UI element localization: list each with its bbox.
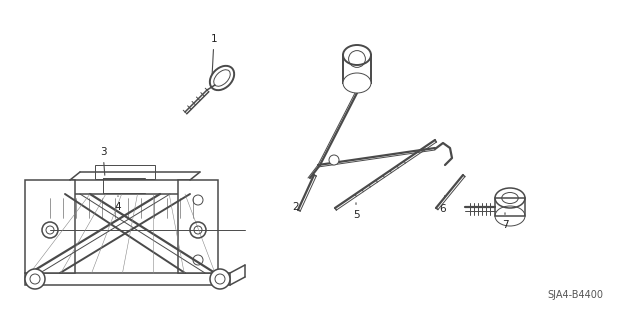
Bar	[495, 198, 525, 216]
Text: 3: 3	[100, 147, 106, 175]
Bar	[70, 180, 190, 194]
Circle shape	[329, 155, 339, 165]
Text: 5: 5	[353, 203, 359, 220]
Text: 1: 1	[211, 34, 218, 74]
Text: 2: 2	[292, 197, 304, 212]
Text: 4: 4	[115, 196, 122, 212]
Ellipse shape	[343, 73, 371, 93]
Text: SJA4-B4400: SJA4-B4400	[547, 290, 603, 300]
Circle shape	[25, 269, 45, 289]
Bar	[178, 180, 218, 273]
Bar	[95, 165, 155, 179]
Bar	[343, 55, 371, 83]
Circle shape	[210, 269, 230, 289]
Bar	[25, 273, 230, 285]
Text: 6: 6	[440, 196, 446, 214]
Ellipse shape	[343, 45, 371, 65]
Bar	[25, 180, 75, 273]
Text: 7: 7	[502, 213, 508, 230]
